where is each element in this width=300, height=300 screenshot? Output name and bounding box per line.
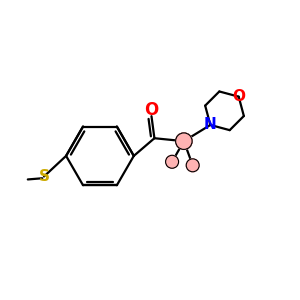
Circle shape [176, 133, 192, 149]
Text: O: O [144, 101, 159, 119]
Circle shape [176, 133, 192, 149]
Text: O: O [232, 89, 245, 104]
Text: S: S [38, 169, 50, 184]
Circle shape [186, 159, 199, 172]
Circle shape [166, 155, 178, 168]
Text: N: N [204, 118, 217, 133]
